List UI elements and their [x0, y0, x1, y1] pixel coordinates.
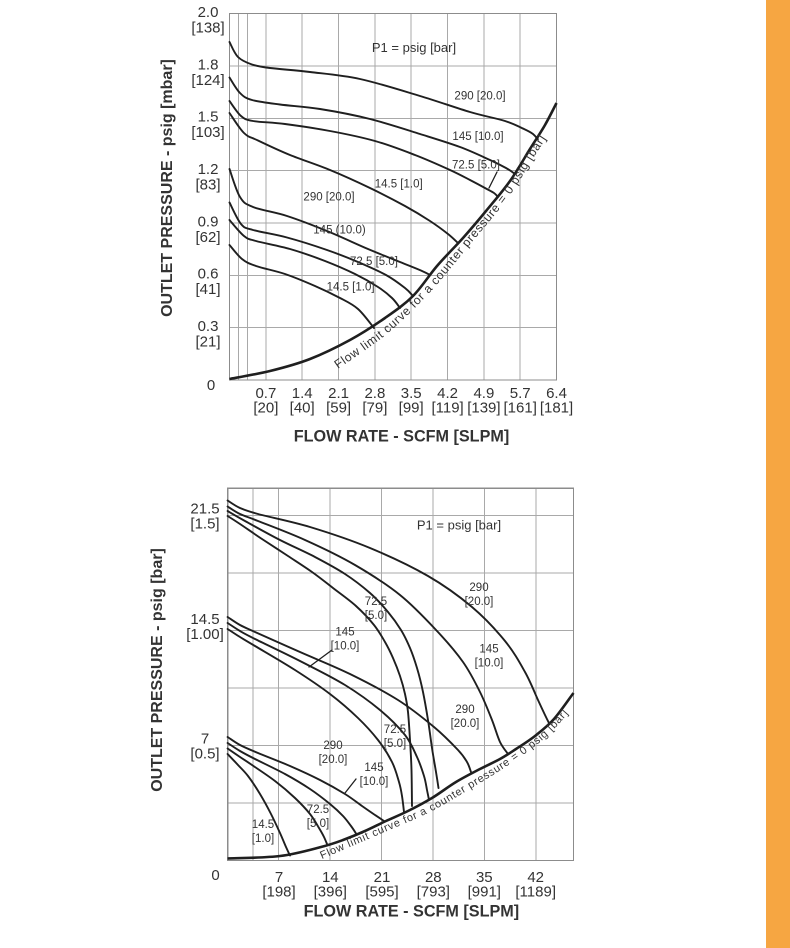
svg-text:Flow limit curve for a counter: Flow limit curve for a counter pressure …	[332, 132, 549, 372]
svg-text:72.5: 72.5	[307, 804, 329, 816]
svg-text:145: 145	[335, 627, 354, 639]
svg-text:290: 290	[455, 704, 474, 716]
svg-text:[1.5]: [1.5]	[190, 516, 219, 533]
svg-text:14: 14	[322, 869, 339, 886]
svg-text:145: 145	[364, 762, 383, 774]
svg-text:OUTLET PRESSURE - psig [mbar]: OUTLET PRESSURE - psig [mbar]	[159, 59, 176, 317]
svg-text:[0.5]: [0.5]	[190, 746, 219, 763]
svg-text:1.2: 1.2	[198, 161, 219, 178]
svg-text:290: 290	[469, 582, 488, 594]
svg-text:[139]: [139]	[467, 399, 500, 416]
svg-text:72.5 [5.0]: 72.5 [5.0]	[350, 256, 398, 268]
svg-text:FLOW RATE - SCFM [SLPM]: FLOW RATE - SCFM [SLPM]	[304, 903, 520, 921]
svg-text:0.9: 0.9	[198, 213, 219, 230]
svg-text:28: 28	[425, 869, 442, 886]
svg-text:14.5: 14.5	[252, 819, 274, 831]
svg-text:0: 0	[207, 377, 215, 394]
svg-text:[124]: [124]	[191, 72, 224, 89]
svg-text:FLOW RATE - SCFM [SLPM]: FLOW RATE - SCFM [SLPM]	[294, 428, 510, 446]
svg-text:14.5: 14.5	[190, 611, 219, 628]
svg-text:0: 0	[211, 867, 219, 884]
svg-text:[62]: [62]	[195, 229, 220, 246]
svg-text:[1.00]: [1.00]	[186, 626, 224, 643]
svg-text:[595]: [595]	[365, 884, 398, 901]
svg-text:290 [20.0]: 290 [20.0]	[454, 91, 505, 103]
svg-text:[198]: [198]	[262, 884, 295, 901]
svg-text:0.3: 0.3	[198, 318, 219, 335]
svg-text:[991]: [991]	[468, 884, 501, 901]
svg-text:290 [20.0]: 290 [20.0]	[303, 192, 354, 204]
svg-text:145: 145	[479, 644, 498, 656]
svg-text:[10.0]: [10.0]	[331, 641, 360, 653]
svg-text:35: 35	[476, 869, 493, 886]
svg-text:7: 7	[201, 730, 209, 747]
svg-text:Flow limit curve for a counter: Flow limit curve for a counter pressure …	[318, 707, 571, 862]
svg-text:42: 42	[527, 869, 544, 886]
svg-text:72.5 [5.0]: 72.5 [5.0]	[452, 160, 500, 172]
svg-text:72.5: 72.5	[384, 724, 406, 736]
svg-text:7: 7	[275, 869, 283, 886]
svg-text:5.7: 5.7	[510, 385, 531, 402]
svg-text:2.0: 2.0	[198, 4, 219, 21]
svg-text:[161]: [161]	[504, 399, 537, 416]
svg-text:[20.0]: [20.0]	[319, 754, 348, 766]
svg-text:[103]: [103]	[191, 124, 224, 141]
svg-text:[59]: [59]	[326, 399, 351, 416]
svg-text:4.9: 4.9	[473, 385, 494, 402]
svg-text:14.5 [1.0]: 14.5 [1.0]	[327, 281, 375, 293]
svg-text:[20.0]: [20.0]	[451, 718, 480, 730]
svg-text:[181]: [181]	[540, 399, 573, 416]
svg-text:14.5 [1.0]: 14.5 [1.0]	[375, 179, 423, 191]
svg-text:[83]: [83]	[195, 177, 220, 194]
svg-text:[10.0]: [10.0]	[360, 776, 389, 788]
svg-text:[20]: [20]	[253, 399, 278, 416]
svg-text:21: 21	[374, 869, 391, 886]
svg-text:145 (10.0): 145 (10.0)	[313, 225, 366, 237]
svg-text:21.5: 21.5	[190, 500, 219, 517]
svg-text:3.5: 3.5	[401, 385, 422, 402]
svg-text:OUTLET PRESSURE - psig [bar]: OUTLET PRESSURE - psig [bar]	[149, 548, 166, 792]
svg-text:2.1: 2.1	[328, 385, 349, 402]
svg-text:[5.0]: [5.0]	[365, 610, 387, 622]
svg-text:1.5: 1.5	[198, 109, 219, 126]
svg-text:[40]: [40]	[290, 399, 315, 416]
svg-text:[79]: [79]	[362, 399, 387, 416]
svg-text:[119]: [119]	[431, 399, 463, 416]
svg-text:4.2: 4.2	[437, 385, 458, 402]
svg-text:[21]: [21]	[195, 334, 220, 351]
svg-text:1.8: 1.8	[198, 56, 219, 73]
svg-text:[5.0]: [5.0]	[307, 818, 329, 830]
svg-text:P1 = psig [bar]: P1 = psig [bar]	[372, 40, 456, 55]
svg-text:1.4: 1.4	[292, 385, 313, 402]
svg-text:[10.0]: [10.0]	[475, 658, 504, 670]
svg-text:[793]: [793]	[417, 884, 450, 901]
svg-text:[1.0]: [1.0]	[252, 833, 274, 845]
svg-text:[99]: [99]	[399, 399, 424, 416]
svg-text:72.5: 72.5	[365, 596, 387, 608]
svg-text:[1189]: [1189]	[515, 884, 556, 901]
svg-text:[41]: [41]	[195, 281, 220, 298]
svg-text:0.6: 0.6	[198, 266, 219, 283]
svg-text:[5.0]: [5.0]	[384, 738, 406, 750]
svg-text:0.7: 0.7	[255, 385, 276, 402]
svg-text:2.8: 2.8	[364, 385, 385, 402]
svg-text:6.4: 6.4	[546, 385, 567, 402]
svg-text:[20.0]: [20.0]	[465, 596, 494, 608]
svg-text:[138]: [138]	[191, 19, 224, 36]
svg-text:[396]: [396]	[314, 884, 347, 901]
svg-text:290: 290	[323, 740, 342, 752]
svg-text:P1 = psig [bar]: P1 = psig [bar]	[417, 518, 501, 533]
svg-text:145 [10.0]: 145 [10.0]	[452, 131, 503, 143]
